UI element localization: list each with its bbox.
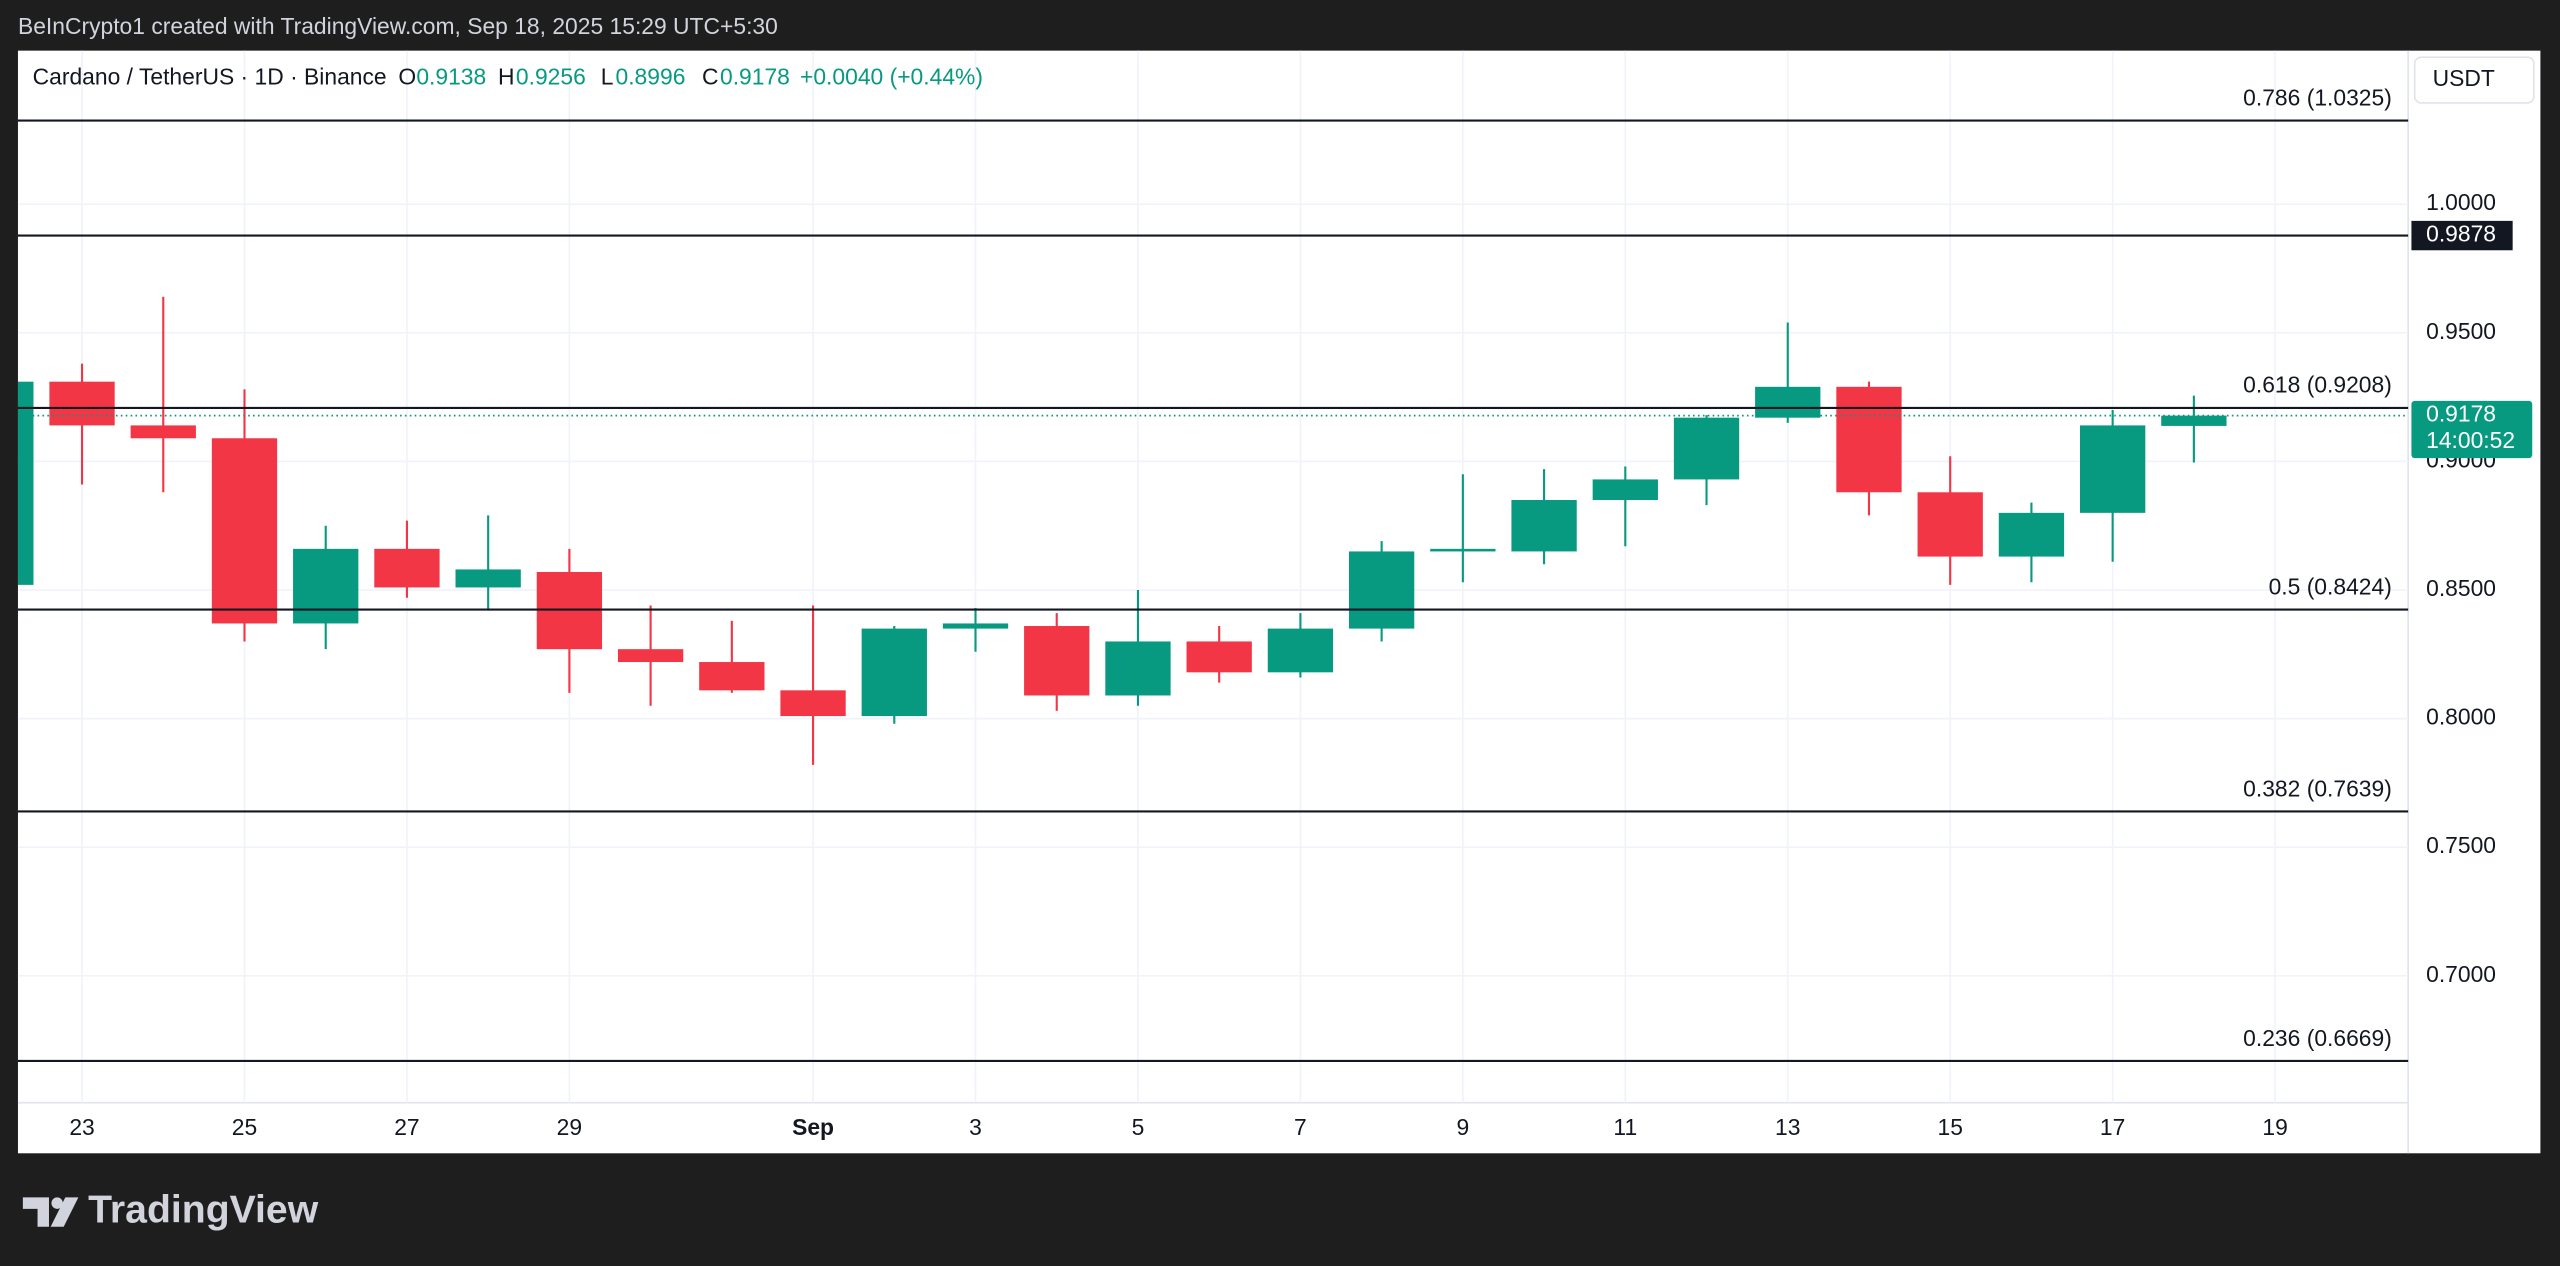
last-price-label: 0.9178 (2426, 401, 2496, 427)
legend-change: +0.0040 (+0.44%) (800, 63, 983, 89)
x-tick-label: 9 (1456, 1114, 1469, 1140)
candle-body (1267, 628, 1334, 673)
candle-body (455, 569, 521, 588)
fib-level-label: 0.382 (0.7639) (2243, 775, 2392, 801)
x-tick-label: 19 (2262, 1114, 2287, 1140)
legend-label: O (398, 63, 416, 89)
chart-panel (17, 50, 2541, 1154)
candle-body (1348, 551, 1415, 629)
marker-label-box (2411, 220, 2513, 251)
currency-button[interactable] (2413, 56, 2535, 104)
x-tick-label: 7 (1294, 1114, 1307, 1140)
fib-level-label: 0.236 (0.6669) (2243, 1025, 2392, 1051)
candle-body (1917, 492, 1983, 557)
x-tick-label: 17 (2100, 1114, 2125, 1140)
x-tick-label: 25 (232, 1114, 257, 1140)
legend-value: 0.9138 (416, 63, 486, 89)
candle-body (617, 649, 684, 663)
candle-body (211, 438, 278, 624)
legend-value: 0.9256 (516, 63, 586, 89)
candle-body (942, 623, 1009, 629)
y-tick-label: 0.8000 (2426, 704, 2496, 730)
x-tick-label: 23 (69, 1114, 94, 1140)
plot (17, 296, 2227, 765)
legend-value: 0.9178 (720, 63, 790, 89)
candle-body (49, 381, 115, 426)
candle-body (374, 548, 440, 588)
candle-body (2080, 425, 2146, 513)
candle-body (2161, 415, 2227, 426)
y-tick-label: 0.9500 (2426, 318, 2496, 344)
x-tick-label: 15 (1937, 1114, 1962, 1140)
candle-body (1673, 417, 1740, 480)
legend-value: 0.8996 (616, 63, 686, 89)
legend-label: C (702, 63, 719, 89)
candle-body (130, 425, 196, 439)
y-tick-label: 0.7000 (2426, 961, 2496, 987)
candle-body (17, 381, 34, 585)
legend-label: L (601, 63, 614, 89)
candle-body (1755, 386, 1821, 418)
candle-body (780, 690, 846, 717)
brand-logo (22, 1197, 79, 1227)
x-tick-label: Sep (792, 1114, 834, 1140)
y-tick-label: 1.0000 (2426, 189, 2496, 215)
candle-body (699, 662, 765, 691)
candle-body (1836, 386, 1902, 493)
candle-body (1511, 499, 1577, 552)
x-tick-label: 13 (1775, 1114, 1800, 1140)
brand-name: TradingView (88, 1188, 319, 1231)
fib-level-label: 0.786 (1.0325) (2243, 84, 2392, 110)
x-tick-label: 27 (394, 1114, 419, 1140)
header-text: BeInCrypto1 created with TradingView.com… (18, 13, 778, 39)
candle-body (1430, 548, 1496, 552)
last-price-box (2411, 400, 2533, 459)
fib-level-label: 0.618 (0.9208) (2243, 372, 2392, 398)
candle-body (861, 628, 927, 717)
currency[interactable]: USDT (2433, 65, 2495, 91)
x-tick-label: 5 (1132, 1114, 1145, 1140)
marker-label: 0.9878 (2426, 221, 2496, 247)
y-tick-label: 0.8500 (2426, 575, 2496, 601)
x-tick-label: 3 (969, 1114, 982, 1140)
countdown: 14:00:52 (2426, 427, 2515, 453)
y-tick-label: 0.7500 (2426, 832, 2496, 858)
symbol: Cardano / TetherUS · 1D · Binance (33, 63, 387, 89)
candle-body (1998, 512, 2065, 557)
fib-level-label: 0.5 (0.8424) (2269, 573, 2392, 599)
legend-label: H (498, 63, 515, 89)
x-tick-label: 29 (557, 1114, 582, 1140)
candle-body (1186, 641, 1252, 673)
overlay: 0.70000.75000.80000.85000.90000.95001.00… (17, 84, 2533, 1140)
candle-body (1024, 626, 1090, 696)
x-tick-label: 11 (1613, 1114, 1637, 1140)
candle-body (1592, 479, 1658, 500)
candle-body (293, 548, 359, 624)
candle-body (1105, 641, 1171, 696)
